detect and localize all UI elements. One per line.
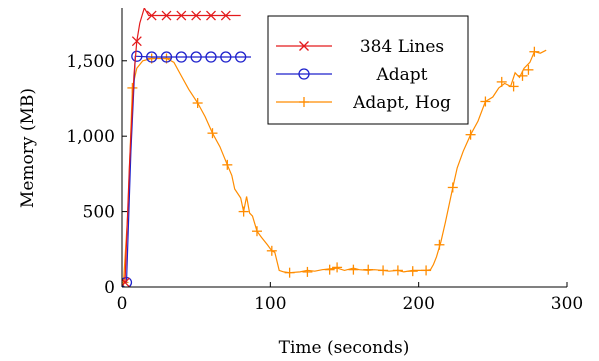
data-point-adapt-hog: [207, 128, 218, 139]
data-point-384-lines: [161, 10, 172, 21]
legend-marker: [299, 41, 309, 51]
data-point-adapt-hog: [407, 266, 418, 277]
data-point-adapt-hog: [465, 129, 476, 140]
data-point-adapt: [160, 51, 173, 63]
data-point-adapt-hog: [222, 159, 233, 170]
legend-label: Adapt, Hog: [352, 93, 451, 113]
legend-label: 384 Lines: [360, 37, 444, 57]
data-point-adapt: [220, 51, 232, 63]
data-point-384-lines: [176, 10, 187, 21]
y-tick-label: 0: [104, 278, 115, 298]
y-tick-label: 1,500: [66, 52, 115, 72]
legend: 384 Lines Adapt Adapt, Hog: [267, 15, 469, 125]
legend-entry: Adapt: [276, 65, 428, 85]
data-point-adapt-hog: [284, 267, 295, 278]
plot-area: 0 100 200 300 0 500 1,000 1,500: [66, 8, 583, 314]
data-point-384-lines: [146, 10, 157, 21]
data-point-adapt: [122, 276, 133, 287]
data-point-adapt-hog: [421, 265, 432, 276]
data-point-384-lines: [191, 10, 202, 21]
x-tick-label: 100: [254, 294, 286, 314]
legend-entry: 384 Lines: [276, 37, 444, 57]
data-point-adapt-hog: [238, 206, 249, 217]
data-point-adapt-hog: [266, 245, 277, 256]
series-line-384-lines: [124, 8, 241, 283]
data-point-adapt-hog: [480, 96, 491, 107]
data-point-adapt-hog: [392, 265, 403, 276]
y-axis-label: Memory (MB): [18, 88, 38, 208]
legend-marker: [298, 68, 310, 80]
legend-entry: Adapt, Hog: [276, 93, 451, 113]
data-point-adapt: [190, 51, 202, 63]
data-point-384-lines: [131, 36, 142, 47]
data-point-adapt: [131, 50, 143, 62]
data-point-adapt: [235, 51, 247, 63]
data-point-adapt-hog: [302, 266, 313, 277]
x-axis-label: Time (seconds): [279, 338, 410, 358]
data-point-adapt: [205, 51, 217, 63]
data-point-adapt-hog: [127, 82, 138, 93]
axes: 0 100 200 300 0 500 1,000 1,500: [66, 8, 583, 314]
y-tick-label: 1,000: [66, 127, 115, 147]
data-point-384-lines: [220, 10, 231, 21]
data-point-adapt-hog: [434, 239, 445, 250]
data-point-adapt: [175, 51, 187, 63]
data-point-adapt-hog: [192, 98, 203, 109]
data-point-adapt-hog: [251, 226, 262, 237]
data-point-adapt-hog: [529, 46, 540, 57]
data-point-adapt-hog: [523, 64, 534, 75]
data-point-384-lines: [122, 277, 130, 287]
data-point-adapt-hog: [496, 76, 507, 87]
y-tick-label: 500: [83, 203, 115, 223]
data-point-adapt-hog: [348, 264, 359, 275]
data-point-384-lines: [206, 10, 216, 21]
data-point-adapt-hog: [517, 70, 528, 81]
series-adapt-hog: [122, 46, 547, 287]
data-point-adapt-hog: [332, 262, 343, 273]
x-tick-label: 0: [117, 294, 128, 314]
x-tick-label: 200: [402, 294, 434, 314]
data-point-adapt-hog: [324, 264, 335, 275]
data-point-adapt: [146, 51, 158, 63]
series-384-lines: [122, 8, 241, 287]
data-point-adapt-hog: [378, 265, 389, 276]
data-point-adapt-hog: [363, 264, 374, 275]
series-adapt: [122, 50, 251, 287]
legend-label: Adapt: [375, 65, 427, 85]
data-point-adapt-hog: [447, 182, 458, 193]
data-point-adapt-hog: [508, 81, 519, 92]
legend-marker: [299, 97, 309, 107]
x-tick-label: 300: [551, 294, 583, 314]
